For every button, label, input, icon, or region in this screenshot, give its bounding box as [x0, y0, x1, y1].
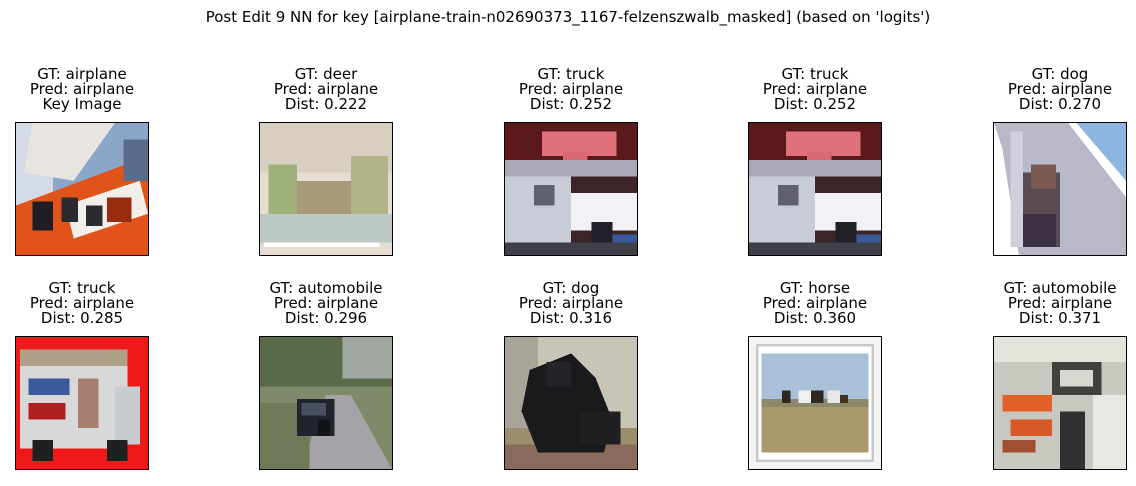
pred-label: Pred: airplane	[273, 80, 379, 98]
gt-label: GT: truck	[537, 65, 605, 83]
delivery-truck-icon	[16, 337, 148, 469]
distance-label: Dist: 0.285	[40, 309, 124, 327]
thumbnail-image	[504, 336, 638, 470]
distance-label: Dist: 0.252	[773, 95, 857, 113]
pred-label: Pred: airplane	[1007, 294, 1113, 312]
thumbnail-image	[748, 122, 882, 256]
distance-label: Dist: 0.222	[284, 95, 368, 113]
pred-label: Pred: airplane	[518, 294, 624, 312]
pred-label: Pred: airplane	[762, 294, 868, 312]
pred-label: Pred: airplane	[29, 294, 135, 312]
pred-label: Pred: airplane	[273, 294, 379, 312]
gt-label: GT: truck	[48, 279, 116, 297]
gt-label: GT: deer	[294, 65, 358, 83]
gt-label: GT: horse	[779, 279, 851, 297]
thumbnail-image	[993, 336, 1127, 470]
dog-window-icon	[994, 123, 1126, 255]
gt-label: GT: truck	[781, 65, 849, 83]
truck-sign-icon	[505, 123, 637, 255]
pred-label: Pred: airplane	[762, 80, 868, 98]
truck-sign-icon	[749, 123, 881, 255]
distance-label: Dist: 0.296	[284, 309, 368, 327]
gt-label: GT: dog	[1031, 65, 1089, 83]
distance-label: Dist: 0.316	[529, 309, 613, 327]
thumbnail-image	[993, 122, 1127, 256]
key-image-label: Key Image	[42, 95, 122, 113]
thumbnail-image	[15, 122, 149, 256]
gt-label: GT: airplane	[37, 65, 127, 83]
gt-label: GT: dog	[542, 279, 600, 297]
street-car-icon	[260, 337, 392, 469]
pale-field-scene-icon	[260, 123, 392, 255]
distance-label: Dist: 0.360	[773, 309, 857, 327]
thumbnail-image	[15, 336, 149, 470]
black-dog-icon	[505, 337, 637, 469]
figure-title: Post Edit 9 NN for key [airplane-train-n…	[205, 8, 931, 26]
vehicle-interior-icon	[994, 337, 1126, 469]
thumbnail-image	[259, 336, 393, 470]
thumbnail-image	[504, 122, 638, 256]
airplane-tail-icon	[16, 123, 148, 255]
pred-label: Pred: airplane	[1007, 80, 1113, 98]
gt-label: GT: automobile	[269, 279, 383, 297]
pred-label: Pred: airplane	[29, 80, 135, 98]
horses-field-icon	[749, 337, 881, 469]
thumbnail-image	[748, 336, 882, 470]
distance-label: Dist: 0.252	[529, 95, 613, 113]
gt-label: GT: automobile	[1003, 279, 1117, 297]
distance-label: Dist: 0.371	[1018, 309, 1102, 327]
distance-label: Dist: 0.270	[1018, 95, 1102, 113]
thumbnail-image	[259, 122, 393, 256]
pred-label: Pred: airplane	[518, 80, 624, 98]
